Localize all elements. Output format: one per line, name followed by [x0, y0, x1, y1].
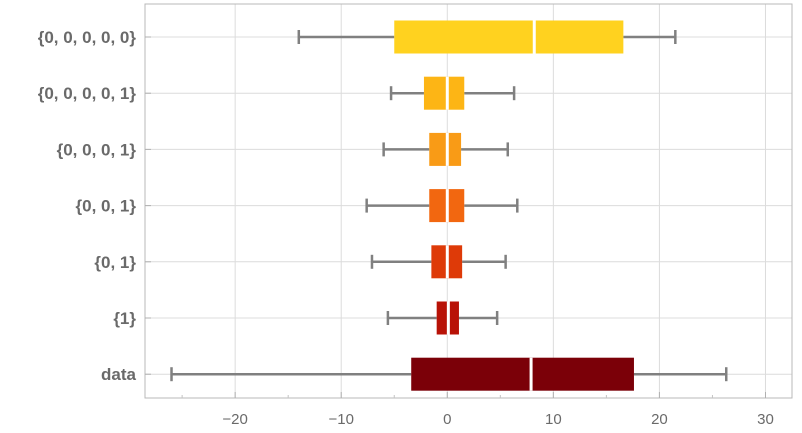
category-label: {0, 0, 1}	[76, 197, 137, 216]
box-4	[370, 245, 507, 279]
category-label: {0, 0, 0, 0, 0}	[38, 28, 137, 47]
x-axis: −20 −10 0 10 20 30	[145, 36, 774, 428]
box-1	[389, 76, 516, 110]
category-label: {0, 0, 0, 1}	[57, 140, 137, 159]
category-label: {0, 0, 0, 0, 1}	[38, 84, 137, 103]
x-tick-label: 10	[545, 411, 562, 428]
box-2	[382, 132, 509, 166]
category-label: data	[101, 365, 137, 384]
x-tick-label: 20	[651, 411, 668, 428]
category-label: {0, 1}	[94, 253, 136, 272]
grid	[145, 4, 792, 398]
x-tick-label: 30	[757, 411, 774, 428]
category-labels: {0, 0, 0, 0, 0} {0, 0, 0, 0, 1} {0, 0, 0, …	[38, 28, 137, 384]
box-body	[394, 20, 624, 54]
boxes	[170, 20, 728, 391]
box-0	[297, 20, 677, 54]
x-tick-label: −20	[222, 411, 247, 428]
box-5	[386, 301, 499, 335]
box-body	[411, 357, 634, 391]
box-3	[365, 189, 519, 223]
plot-frame	[144, 3, 793, 399]
box-body	[423, 76, 465, 110]
x-tick-label: 0	[443, 411, 451, 428]
category-label: {1}	[113, 309, 136, 328]
x-tick-label: −10	[328, 411, 353, 428]
box-6	[170, 357, 728, 391]
box-body	[429, 132, 462, 166]
